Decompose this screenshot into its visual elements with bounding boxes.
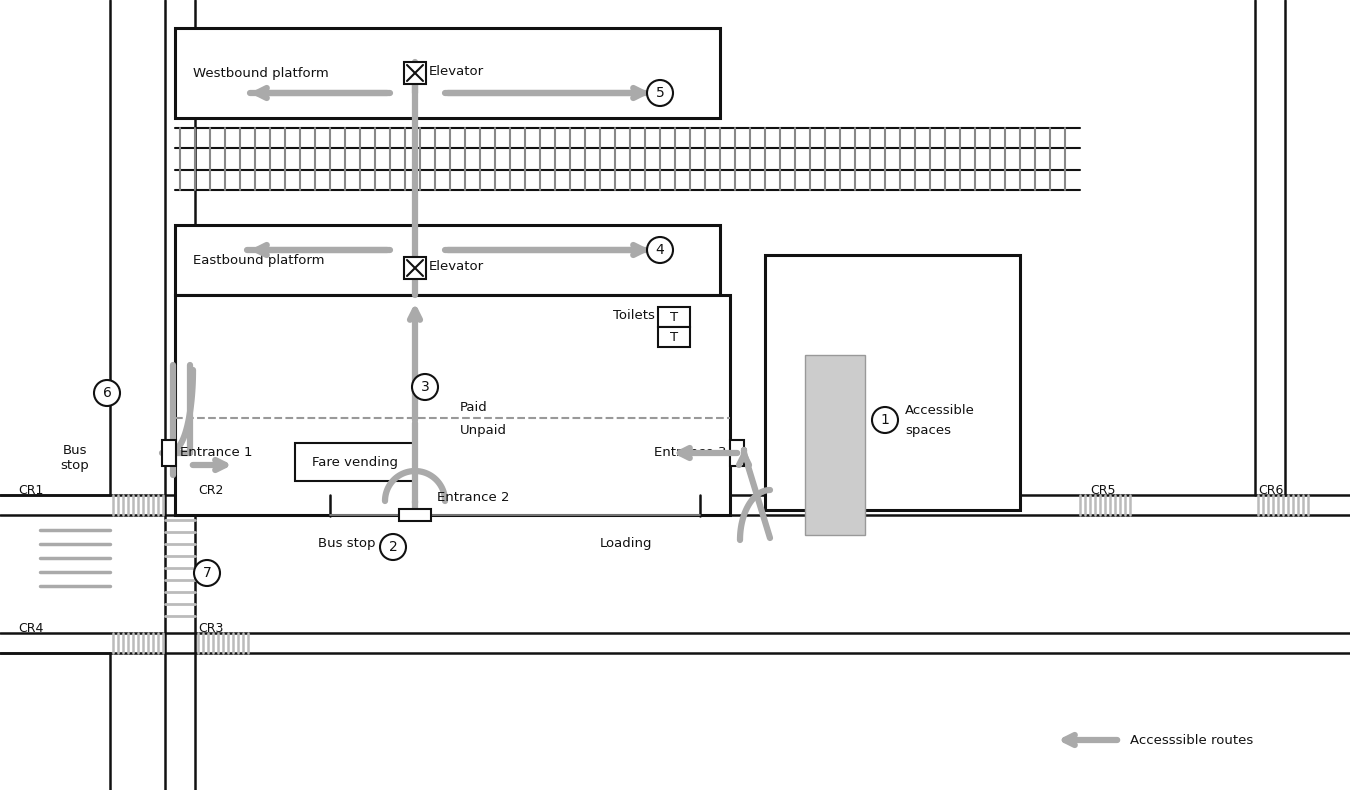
Circle shape	[194, 560, 220, 586]
Bar	[765, 255, 1021, 510]
Text: 4: 4	[656, 243, 664, 257]
Text: 5: 5	[656, 86, 664, 100]
Circle shape	[379, 534, 406, 560]
Bar	[730, 440, 744, 466]
Text: T: T	[670, 330, 678, 344]
Bar	[400, 509, 431, 521]
Text: Bus stop: Bus stop	[319, 536, 375, 550]
Text: CR5: CR5	[1089, 483, 1115, 496]
Text: 2: 2	[389, 540, 397, 554]
Circle shape	[412, 374, 437, 400]
Text: CR1: CR1	[18, 483, 43, 496]
Circle shape	[647, 80, 674, 106]
Text: Loading: Loading	[599, 536, 652, 550]
Text: Elevator: Elevator	[429, 259, 485, 273]
Text: Fare vending: Fare vending	[312, 456, 398, 468]
Text: CR4: CR4	[18, 622, 43, 634]
Text: 3: 3	[421, 380, 429, 394]
Text: Accessible: Accessible	[904, 404, 975, 416]
Text: Eastbound platform: Eastbound platform	[193, 254, 324, 266]
Bar	[176, 295, 730, 515]
Bar	[404, 257, 427, 279]
Bar	[162, 440, 176, 466]
Bar	[176, 225, 720, 295]
Text: 6: 6	[103, 386, 112, 400]
Circle shape	[95, 380, 120, 406]
Text: Unpaid: Unpaid	[460, 423, 508, 437]
Text: Toilets: Toilets	[613, 309, 655, 322]
Text: 1: 1	[880, 413, 890, 427]
Text: Entrance 2: Entrance 2	[437, 491, 509, 503]
Text: CR3: CR3	[198, 622, 223, 634]
Circle shape	[872, 407, 898, 433]
Circle shape	[647, 237, 674, 263]
Bar	[296, 443, 414, 481]
Text: CR6: CR6	[1258, 483, 1284, 496]
Text: Accesssible routes: Accesssible routes	[1130, 733, 1253, 747]
Text: CR2: CR2	[198, 483, 223, 496]
Text: stop: stop	[61, 458, 89, 472]
Text: Westbound platform: Westbound platform	[193, 66, 329, 80]
Text: Entrance 3: Entrance 3	[655, 446, 728, 458]
Bar	[657, 307, 690, 327]
Text: spaces: spaces	[904, 423, 950, 437]
Text: Elevator: Elevator	[429, 65, 485, 77]
Text: Paid: Paid	[460, 401, 487, 413]
Bar	[657, 327, 690, 347]
Bar	[176, 28, 720, 118]
Text: 7: 7	[202, 566, 212, 580]
Text: Bus: Bus	[62, 443, 88, 457]
Bar	[404, 62, 427, 84]
Bar	[805, 355, 865, 535]
Text: T: T	[670, 310, 678, 323]
Text: Entrance 1: Entrance 1	[180, 446, 252, 458]
